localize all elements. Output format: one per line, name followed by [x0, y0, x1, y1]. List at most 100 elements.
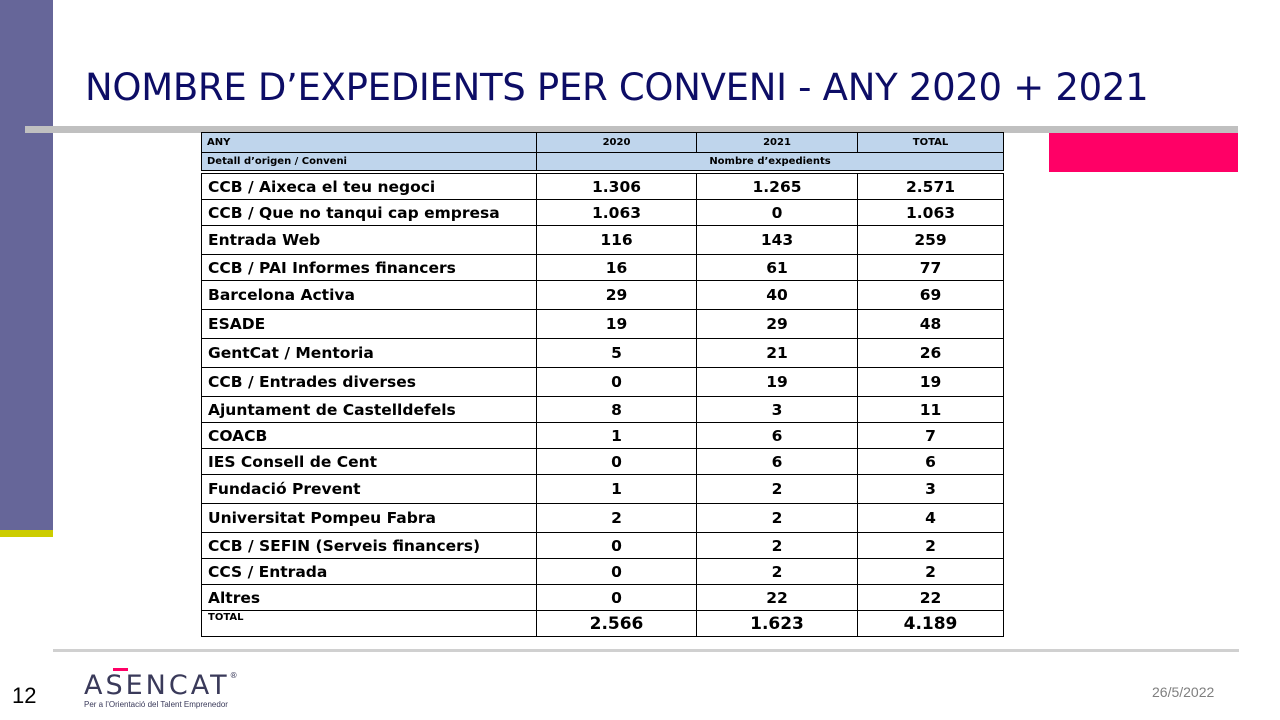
cell-total: 3	[857, 474, 1004, 504]
cell-2021: 29	[696, 309, 858, 339]
logo-name: ASENCAT	[84, 670, 230, 701]
table-row: Barcelona Activa 29 40 69	[201, 280, 1004, 310]
cell-2020: 0	[536, 448, 697, 475]
cell-2020: 29	[536, 280, 697, 310]
cell-total: 11	[857, 396, 1004, 423]
logo-registered-mark: ®	[229, 671, 238, 680]
table-row: GentCat / Mentoria 5 21 26	[201, 338, 1004, 368]
cell-2020: 16	[536, 254, 697, 281]
cell-total: 259	[857, 225, 1004, 255]
table-subheader-row: Detall d’origen / Conveni Nombre d’exped…	[201, 152, 1004, 174]
cell-2020: 0	[536, 584, 697, 611]
cell-2021: 6	[696, 422, 858, 449]
cell-2020: 5	[536, 338, 697, 368]
cell-2021: 40	[696, 280, 858, 310]
cell-origin: COACB	[201, 422, 537, 449]
cell-total: 2.571	[857, 171, 1004, 200]
cell-origin: CCB / Que no tanqui cap empresa	[201, 199, 537, 226]
cell-2020: 1	[536, 422, 697, 449]
cell-2021: 2	[696, 474, 858, 504]
cell-origin: CCB / Entrades diverses	[201, 367, 537, 397]
cell-total: 4	[857, 503, 1004, 533]
table-row: CCS / Entrada 0 2 2	[201, 558, 1004, 585]
cell-origin: Altres	[201, 584, 537, 611]
table-row: CCB / Aixeca el teu negoci 1.306 1.265 2.57…	[201, 171, 1004, 200]
cell-total: 26	[857, 338, 1004, 368]
cell-total: 2	[857, 558, 1004, 585]
cell-total: 1.063	[857, 199, 1004, 226]
cell-2021: 3	[696, 396, 858, 423]
slide-title: NOMBRE D’EXPEDIENTS PER CONVENI - ANY 20…	[85, 66, 1149, 109]
table-row: ESADE 19 29 48	[201, 309, 1004, 339]
total-all: 4.189	[857, 610, 1004, 637]
cell-2020: 116	[536, 225, 697, 255]
cell-origin: Entrada Web	[201, 225, 537, 255]
cell-total: 22	[857, 584, 1004, 611]
logo-tagline: Per a l’Orientació del Talent Emprenedor	[84, 700, 228, 709]
cell-total: 69	[857, 280, 1004, 310]
total-label: TOTAL	[201, 610, 537, 637]
cell-2020: 1.063	[536, 199, 697, 226]
table-row: CCB / Que no tanqui cap empresa 1.063 0 1.0…	[201, 199, 1004, 226]
side-bar	[0, 0, 53, 530]
cell-2021: 61	[696, 254, 858, 281]
table-row: COACB 1 6 7	[201, 422, 1004, 449]
cell-2020: 0	[536, 367, 697, 397]
header-2020: 2020	[536, 132, 697, 153]
cell-2021: 6	[696, 448, 858, 475]
decorative-pink-block	[1049, 133, 1238, 172]
cell-2021: 19	[696, 367, 858, 397]
logo-wordmark: ASENCAT®	[84, 668, 238, 701]
cell-2021: 21	[696, 338, 858, 368]
cell-2021: 0	[696, 199, 858, 226]
page-number: 12	[12, 683, 37, 708]
cell-total: 7	[857, 422, 1004, 449]
cell-2020: 1.306	[536, 171, 697, 200]
table-row: Ajuntament de Castelldefels 8 3 11	[201, 396, 1004, 423]
cell-origin: ESADE	[201, 309, 537, 339]
cell-total: 48	[857, 309, 1004, 339]
cell-total: 19	[857, 367, 1004, 397]
header-any: ANY	[201, 132, 537, 153]
header-2021: 2021	[696, 132, 858, 153]
cell-origin: CCB / Aixeca el teu negoci	[201, 171, 537, 200]
slide-date: 26/5/2022	[1152, 684, 1215, 700]
table-total-row: TOTAL 2.566 1.623 4.189	[201, 610, 1004, 637]
table-row: Altres 0 22 22	[201, 584, 1004, 611]
cell-origin: Ajuntament de Castelldefels	[201, 396, 537, 423]
cell-origin: Barcelona Activa	[201, 280, 537, 310]
cell-origin: CCS / Entrada	[201, 558, 537, 585]
side-bar-accent	[0, 530, 53, 537]
cell-origin: Universitat Pompeu Fabra	[201, 503, 537, 533]
cell-origin: CCB / PAI Informes financers	[201, 254, 537, 281]
header-total: TOTAL	[857, 132, 1004, 153]
cell-total: 6	[857, 448, 1004, 475]
total-2021: 1.623	[696, 610, 858, 637]
cell-2020: 2	[536, 503, 697, 533]
logo-accent-mark	[113, 668, 128, 671]
cell-total: 77	[857, 254, 1004, 281]
cell-origin: GentCat / Mentoria	[201, 338, 537, 368]
cell-2021: 22	[696, 584, 858, 611]
table-row: CCB / PAI Informes financers 16 61 77	[201, 254, 1004, 281]
cell-2020: 0	[536, 558, 697, 585]
table-header-row: ANY 2020 2021 TOTAL	[201, 132, 1004, 153]
cell-origin: Fundació Prevent	[201, 474, 537, 504]
table-row: IES Consell de Cent 0 6 6	[201, 448, 1004, 475]
footer-divider	[53, 649, 1239, 652]
table-row: Universitat Pompeu Fabra 2 2 4	[201, 503, 1004, 533]
table-row: CCB / SEFIN (Serveis financers) 0 2 2	[201, 532, 1004, 559]
title-divider	[25, 126, 1238, 133]
cell-total: 2	[857, 532, 1004, 559]
cell-2020: 0	[536, 532, 697, 559]
cell-2020: 8	[536, 396, 697, 423]
header-origin: Detall d’origen / Conveni	[201, 152, 537, 174]
expedients-table: ANY 2020 2021 TOTAL Detall d’origen / Co…	[201, 132, 1004, 637]
table-row: Entrada Web 116 143 259	[201, 225, 1004, 255]
asencat-logo: ASENCAT® Per a l’Orientació del Talent E…	[84, 668, 238, 709]
cell-2021: 2	[696, 532, 858, 559]
table-row: Fundació Prevent 1 2 3	[201, 474, 1004, 504]
cell-2021: 2	[696, 503, 858, 533]
cell-origin: IES Consell de Cent	[201, 448, 537, 475]
table-row: CCB / Entrades diverses 0 19 19	[201, 367, 1004, 397]
